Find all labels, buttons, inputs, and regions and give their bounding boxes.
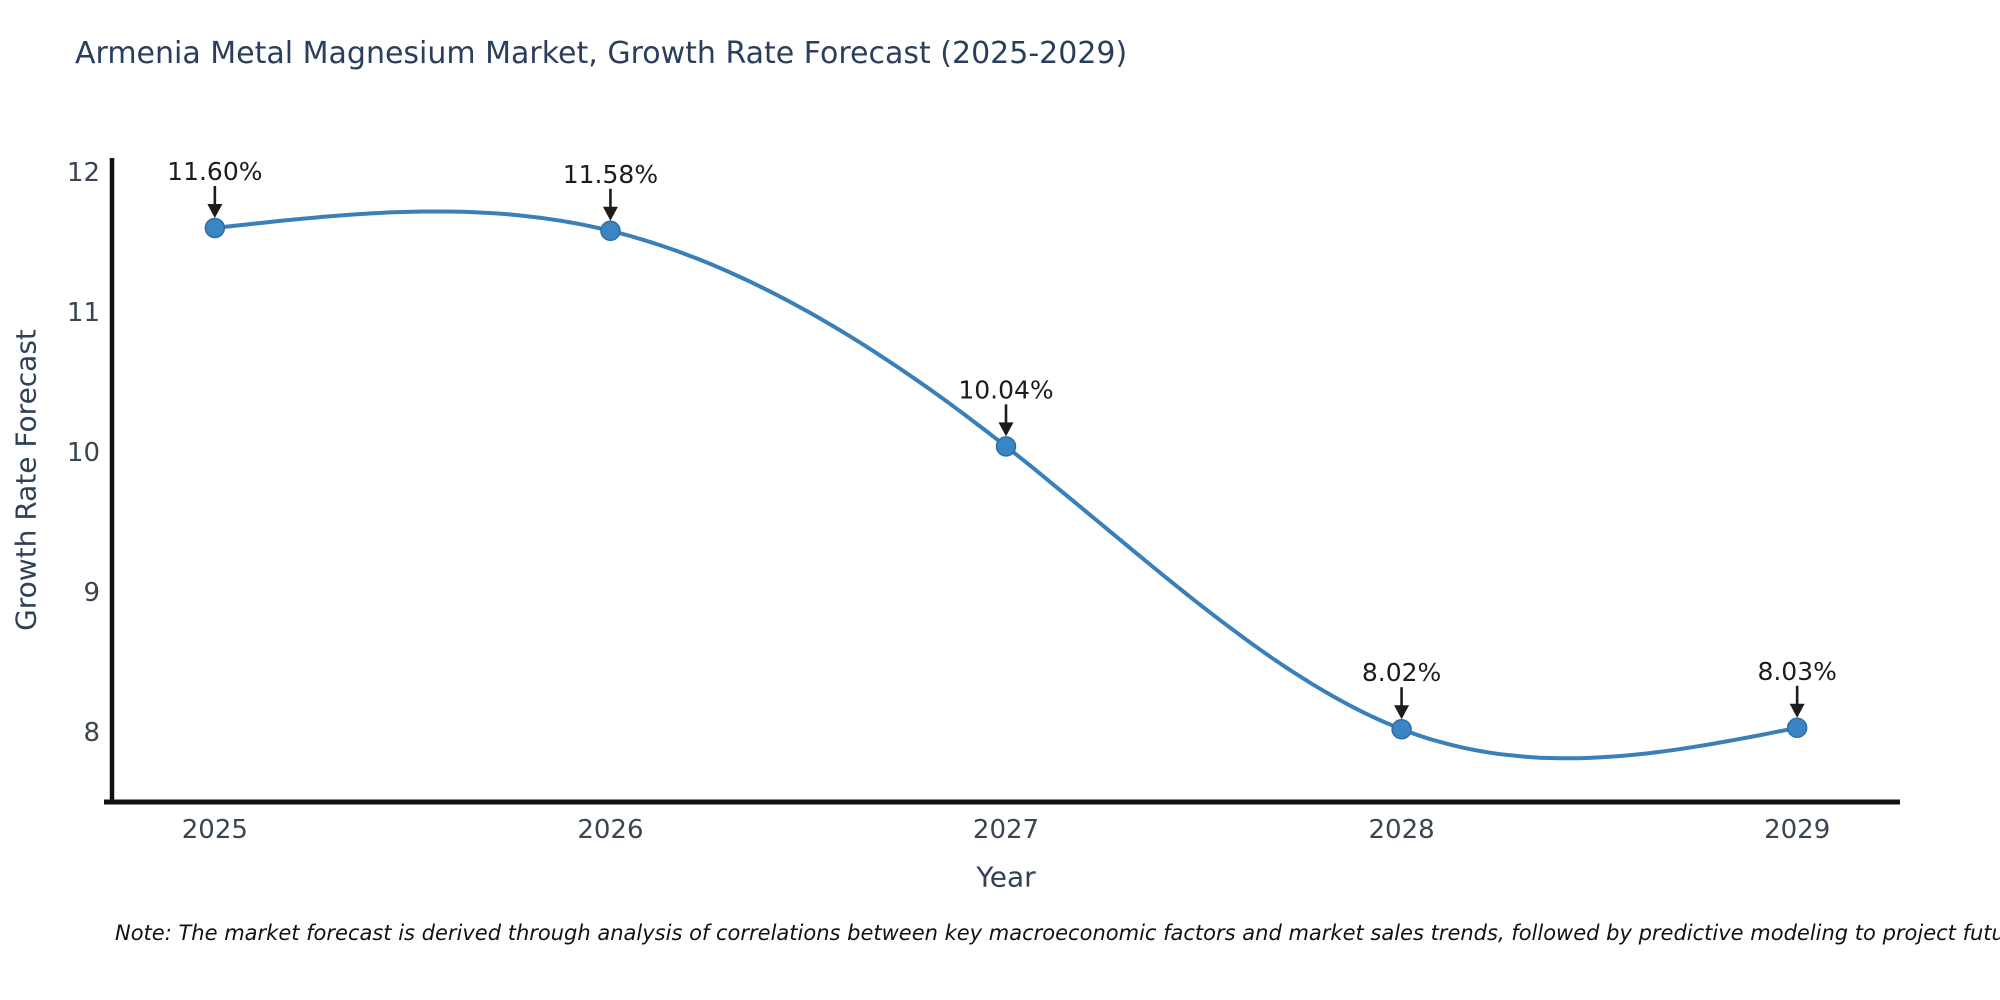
y-tick-label: 11 xyxy=(67,298,100,328)
chart-title: Armenia Metal Magnesium Market, Growth R… xyxy=(75,36,1128,71)
y-tick-label: 9 xyxy=(83,578,100,608)
x-tick-label: 2027 xyxy=(973,815,1039,845)
data-point-marker xyxy=(204,217,226,239)
data-point-marker xyxy=(1391,718,1412,740)
annotation-label: 8.02% xyxy=(1362,658,1441,687)
annotation-arrowhead-icon xyxy=(207,204,223,218)
x-tick-label: 2028 xyxy=(1368,815,1434,845)
annotation-label: 11.58% xyxy=(563,160,658,189)
annotation-arrowhead-icon xyxy=(1394,705,1410,720)
y-tick-label: 12 xyxy=(67,158,100,188)
data-point-marker xyxy=(1786,717,1808,739)
x-tick-label: 2026 xyxy=(577,815,643,845)
data-point-marker xyxy=(995,436,1017,457)
x-tick-label: 2029 xyxy=(1764,815,1830,845)
footnote-text: Note: The market forecast is derived thr… xyxy=(115,921,2000,945)
annotation-arrowhead-icon xyxy=(1789,703,1805,718)
data-point-marker xyxy=(600,220,621,242)
annotation-label: 10.04% xyxy=(958,375,1053,404)
x-tick-label: 2025 xyxy=(182,815,248,845)
annotation-label: 8.03% xyxy=(1757,657,1836,686)
annotation-label: 11.60% xyxy=(167,157,262,186)
annotation-arrowhead-icon xyxy=(602,206,618,221)
x-axis-title: Year xyxy=(976,860,1036,894)
y-tick-label: 8 xyxy=(83,718,100,748)
forecast-line xyxy=(212,209,1800,761)
annotation-arrowhead-icon xyxy=(998,422,1014,437)
y-tick-label: 10 xyxy=(67,438,100,468)
